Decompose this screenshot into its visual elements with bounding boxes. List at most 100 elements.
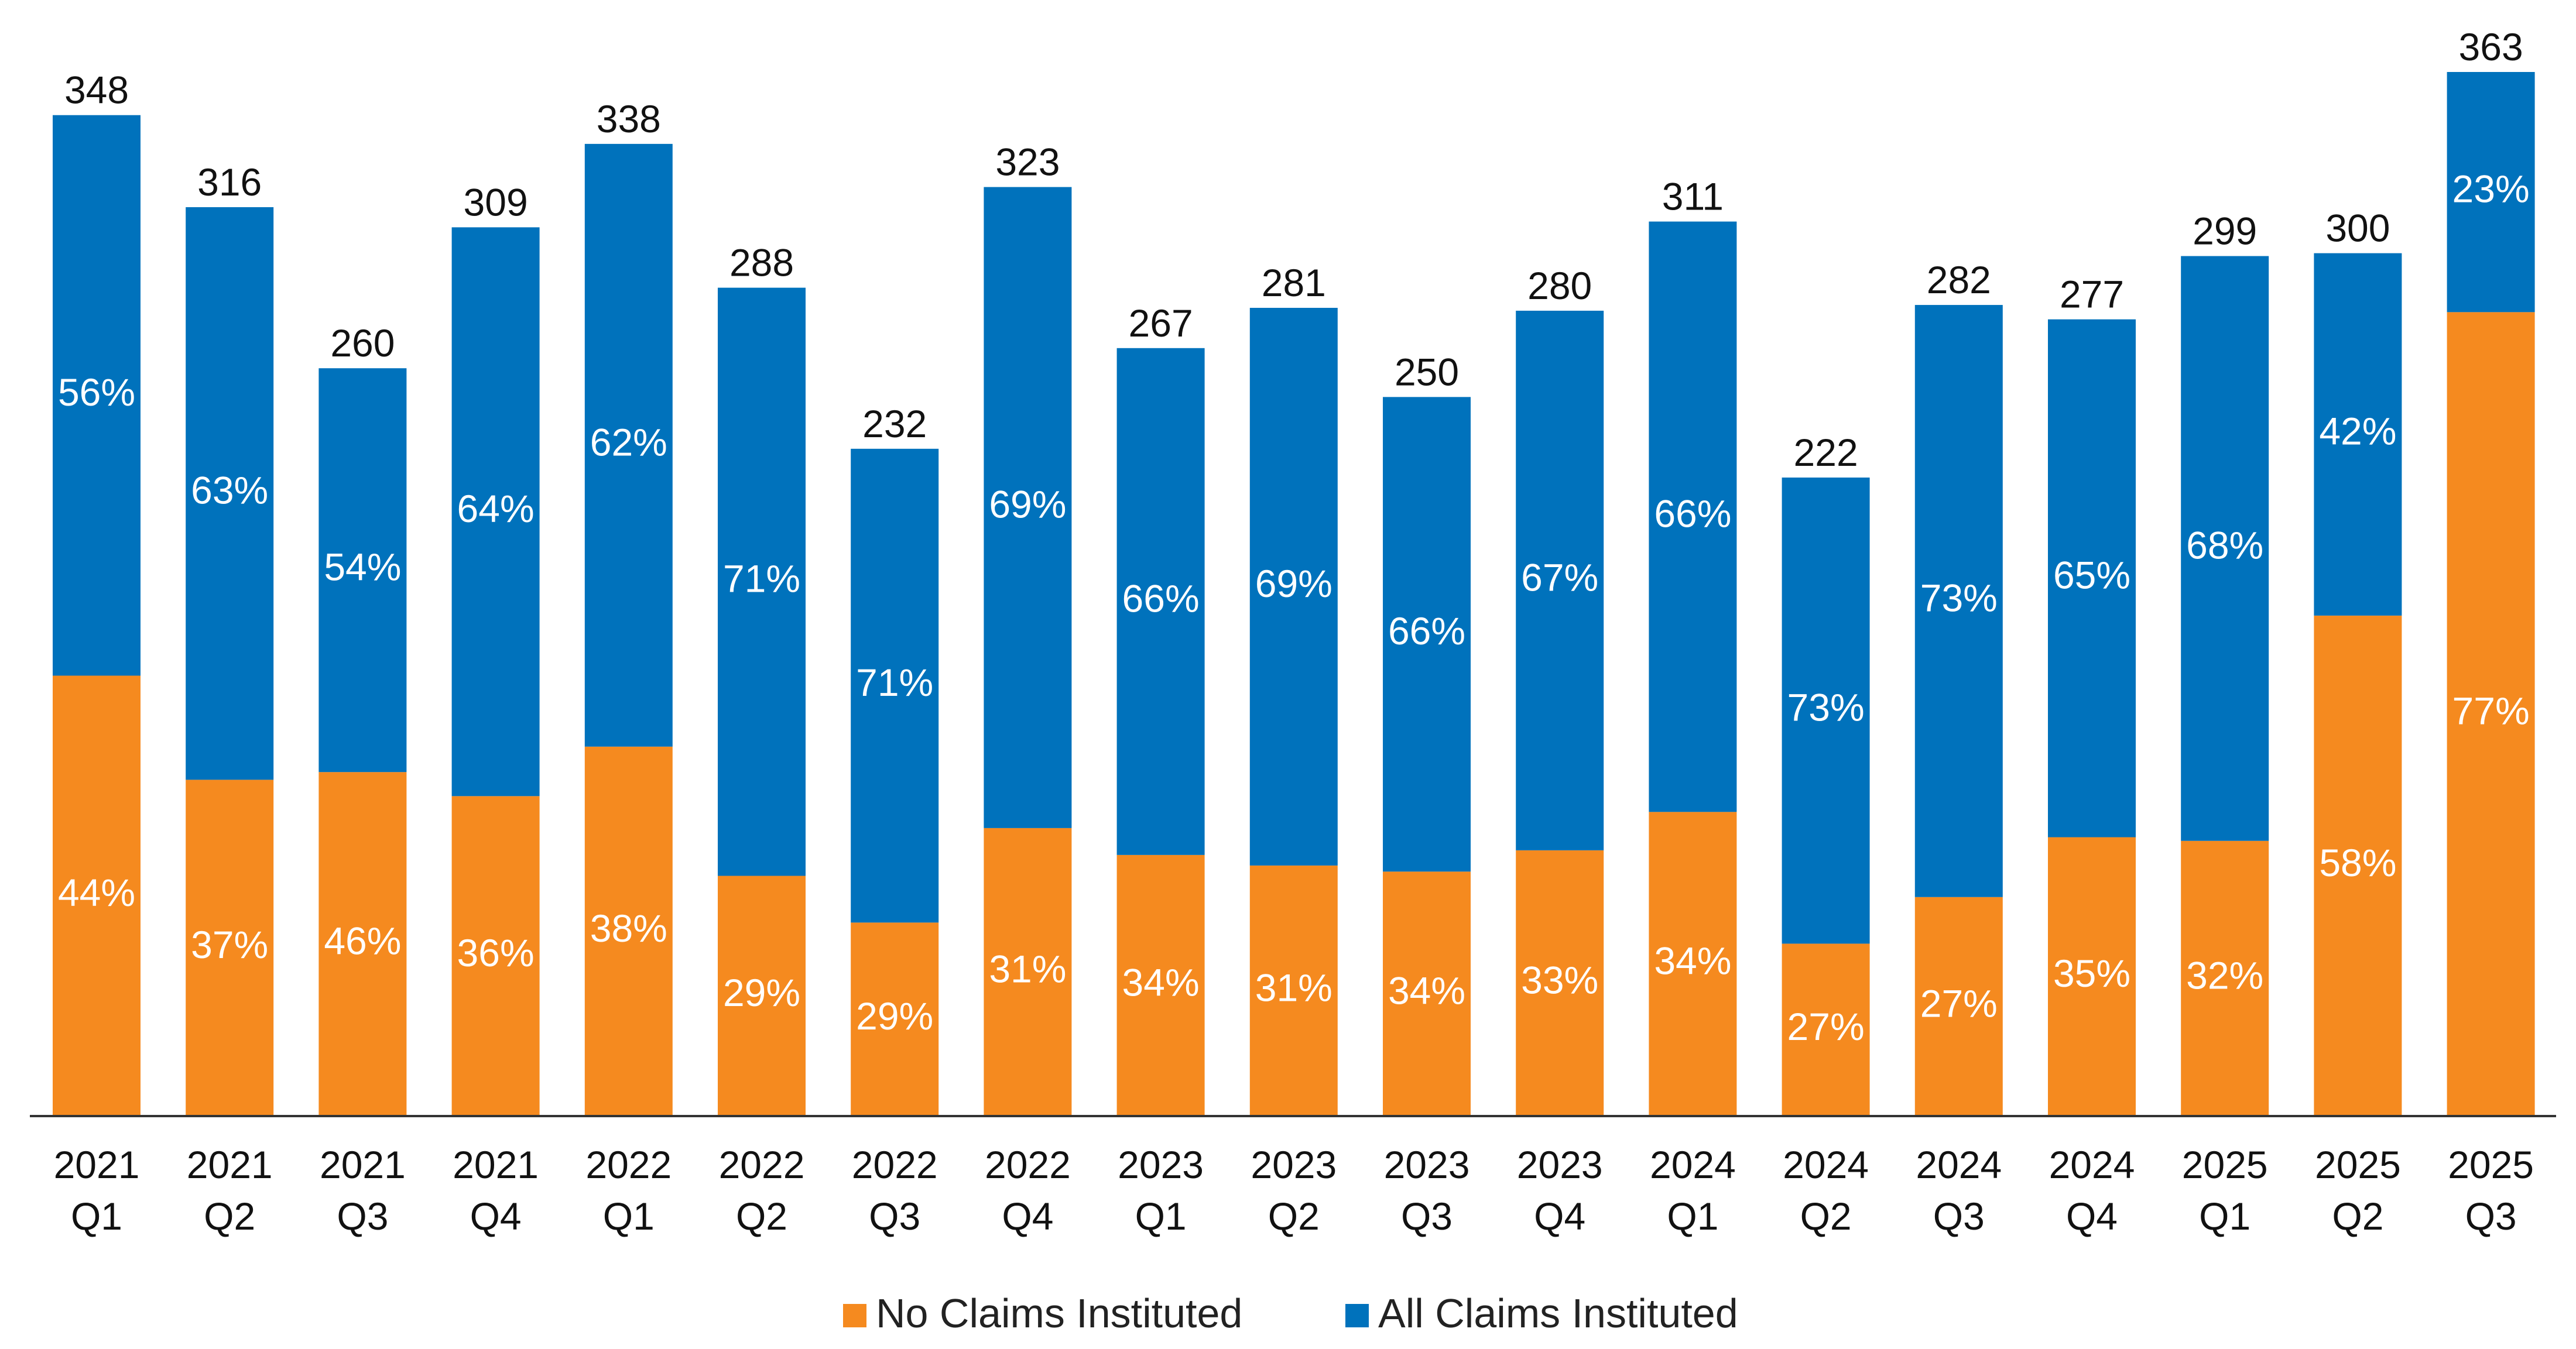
bar-group-2024-q4: 35%65%277	[2048, 273, 2136, 1116]
x-tick-quarter: Q1	[71, 1194, 122, 1238]
x-tick-quarter: Q3	[869, 1194, 920, 1238]
x-tick-label: 2024Q1	[1650, 1143, 1736, 1238]
x-tick-year: 2024	[1650, 1143, 1736, 1186]
bar-group-2021-q3: 46%54%260	[318, 321, 406, 1116]
x-tick-labels: 2021 Q1 2021 Q2 2021Q3 2021 Q4 2022 Q1 2022 Q2 2022…	[54, 1143, 2534, 1238]
data-label-no-claims: 36%	[457, 931, 535, 974]
stacked-bar-chart: 44%56%34837%63%31646%54%26036%64%30938%6…	[0, 0, 2576, 1349]
data-label-no-claims: 29%	[856, 994, 933, 1038]
x-tick-quarter: Q2	[204, 1194, 255, 1238]
data-label-total: 267	[1129, 301, 1193, 345]
x-tick-quarter: Q2	[1268, 1194, 1320, 1238]
data-label-all-claims: 73%	[1787, 686, 1865, 729]
data-label-no-claims: 33%	[1521, 958, 1598, 1001]
legend-item-no-claims: No Claims Instituted	[843, 1290, 1242, 1336]
data-label-no-claims: 32%	[2186, 953, 2263, 997]
x-tick-year: 2025	[2315, 1143, 2401, 1186]
x-tick-year: 2021	[187, 1143, 273, 1186]
x-tick-year: 2024	[2049, 1143, 2135, 1186]
x-tick-label: 2021 Q1	[54, 1143, 140, 1238]
x-tick-year: 2025	[2182, 1143, 2268, 1186]
data-label-total: 250	[1395, 350, 1459, 393]
x-tick-year: 2022	[719, 1143, 805, 1186]
bar-group-2024-q3: 27%73%282	[1915, 258, 2003, 1116]
x-tick-quarter: Q3	[1401, 1194, 1453, 1238]
x-tick-quarter: Q1	[2199, 1194, 2250, 1238]
data-label-total: 299	[2193, 210, 2257, 253]
x-tick-year: 2021	[453, 1143, 539, 1186]
data-label-total: 260	[330, 321, 395, 365]
bar-group-2023-q3: 34% 66% 250	[1383, 350, 1471, 1116]
data-label-all-claims: 67%	[1521, 555, 1598, 599]
x-tick-year: 2022	[852, 1143, 938, 1186]
bar-group-2025-q2: 58%42%300	[2314, 207, 2402, 1116]
x-tick-year: 2023	[1384, 1143, 1470, 1186]
x-tick-label: 2022 Q3	[852, 1143, 938, 1238]
x-tick-year: 2025	[2448, 1143, 2534, 1186]
bar-group-2021-q4: 36%64%309	[452, 180, 540, 1116]
data-label-total: 288	[729, 241, 794, 284]
data-label-no-claims: 31%	[1255, 966, 1332, 1009]
x-tick-year: 2022	[985, 1143, 1071, 1186]
data-label-all-claims: 62%	[590, 420, 667, 464]
x-tick-year: 2023	[1251, 1143, 1337, 1186]
x-tick-quarter: Q4	[470, 1194, 522, 1238]
x-tick-year: 2024	[1916, 1143, 2002, 1186]
data-label-all-claims: 63%	[191, 469, 268, 512]
data-label-no-claims: 29%	[723, 971, 800, 1014]
x-tick-label: 2023Q4	[1517, 1143, 1603, 1238]
bar-group-2022-q2: 29%71%288	[718, 241, 806, 1116]
data-label-no-claims: 34%	[1122, 960, 1200, 1004]
legend-label-no-claims: No Claims Instituted	[876, 1290, 1242, 1336]
bar-group-2024-q1: 34%66%311	[1649, 175, 1736, 1116]
data-label-no-claims: 44%	[58, 871, 135, 914]
data-label-total: 309	[464, 180, 528, 224]
data-label-all-claims: 23%	[2452, 167, 2530, 211]
x-tick-label: 2021 Q2	[187, 1143, 273, 1238]
data-label-total: 280	[1527, 264, 1592, 307]
x-tick-quarter: Q2	[736, 1194, 787, 1238]
x-tick-quarter: Q4	[1002, 1194, 1053, 1238]
legend-label-all-claims: All Claims Instituted	[1378, 1290, 1738, 1336]
data-label-no-claims: 37%	[191, 923, 268, 966]
x-tick-quarter: Q3	[1933, 1194, 1985, 1238]
x-tick-label: 2025 Q1	[2182, 1143, 2268, 1238]
bar-group-2021-q1: 44%56%348	[53, 68, 141, 1116]
data-label-no-claims: 34%	[1388, 969, 1465, 1012]
bars: 44%56%34837%63%31646%54%26036%64%30938%6…	[53, 25, 2535, 1116]
x-tick-label: 2022 Q4	[985, 1143, 1071, 1238]
data-label-total: 338	[597, 97, 661, 140]
data-label-no-claims: 77%	[2452, 689, 2530, 733]
bar-group-2023-q1: 34% 66% 267	[1117, 301, 1205, 1116]
x-tick-year: 2024	[1783, 1143, 1869, 1186]
bar-group-2022-q1: 38%62%338	[585, 97, 673, 1116]
x-tick-quarter: Q2	[2332, 1194, 2383, 1238]
x-tick-label: 2025 Q2	[2315, 1143, 2401, 1238]
data-label-all-claims: 42%	[2319, 410, 2396, 453]
bar-group-2023-q2: 31%69%281	[1250, 261, 1338, 1116]
data-label-all-claims: 56%	[58, 370, 135, 414]
x-tick-quarter: Q1	[1135, 1194, 1187, 1238]
x-tick-year: 2021	[54, 1143, 140, 1186]
data-label-all-claims: 69%	[1255, 562, 1332, 605]
x-tick-label: 2024Q4	[2049, 1143, 2135, 1238]
data-label-all-claims: 66%	[1388, 609, 1465, 653]
legend-swatch-no-claims	[843, 1304, 866, 1327]
data-label-total: 277	[2060, 273, 2124, 316]
data-label-total: 323	[995, 140, 1060, 184]
data-label-all-claims: 68%	[2186, 524, 2263, 567]
data-label-total: 282	[1927, 258, 1991, 301]
data-label-total: 300	[2325, 207, 2390, 250]
data-label-no-claims: 46%	[324, 919, 401, 963]
x-tick-year: 2022	[585, 1143, 672, 1186]
x-tick-label: 2021Q3	[320, 1143, 406, 1238]
data-label-no-claims: 34%	[1654, 939, 1731, 983]
x-tick-label: 2023 Q2	[1251, 1143, 1337, 1238]
x-tick-label: 2023 Q3	[1384, 1143, 1470, 1238]
bar-group-2024-q2: 27%73%222	[1782, 431, 1870, 1116]
data-label-total: 232	[862, 402, 927, 445]
data-label-total: 316	[197, 160, 262, 204]
x-tick-quarter: Q3	[2465, 1194, 2517, 1238]
data-label-all-claims: 66%	[1122, 576, 1200, 620]
legend-item-all-claims: All Claims Instituted	[1345, 1290, 1738, 1336]
